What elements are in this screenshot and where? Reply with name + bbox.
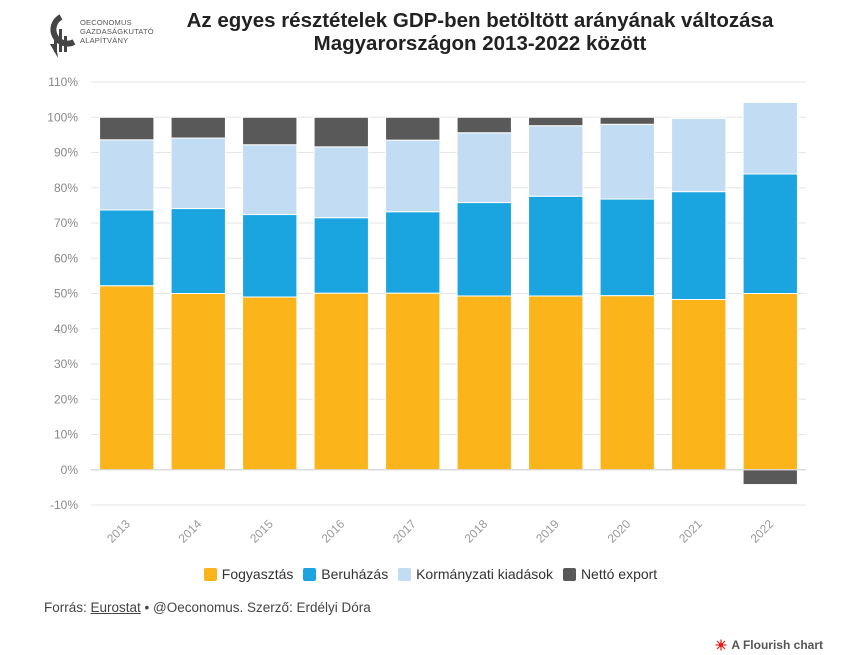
bar-segment xyxy=(671,298,727,471)
bar-segment xyxy=(313,116,369,148)
bar-segment xyxy=(170,293,226,471)
source-note: Forrás: Eurostat • @Oeconomus. Szerző: E… xyxy=(44,600,371,615)
bar-segment xyxy=(99,139,155,211)
bar-segment xyxy=(599,123,655,200)
y-tick-label: 80% xyxy=(54,181,78,195)
x-tick-label: 2020 xyxy=(605,517,634,546)
bar-segment xyxy=(313,292,369,471)
bar-segment xyxy=(671,117,727,193)
bar-segment xyxy=(456,116,512,134)
logo-line-2: GAZDASÁGKUTATÓ xyxy=(80,27,154,36)
chart-title: Az egyes résztételek GDP-ben betöltött a… xyxy=(130,9,830,55)
legend-label-fogyasztas: Fogyasztás xyxy=(221,566,294,582)
bar-segment xyxy=(170,116,226,139)
logo-line-1: OECONOMUS xyxy=(80,18,132,27)
source-prefix: Forrás: xyxy=(44,600,91,615)
x-tick-label: 2016 xyxy=(319,517,348,546)
y-tick-label: 100% xyxy=(47,110,78,124)
flourish-icon xyxy=(715,639,727,651)
source-suffix: • @Oeconomus. Szerző: Erdélyi Dóra xyxy=(140,600,371,615)
bar-segment xyxy=(385,116,441,141)
bar-segment xyxy=(742,469,798,486)
logo-line-3: ALAPÍTVÁNY xyxy=(80,36,129,45)
bar-segment xyxy=(242,296,298,471)
bar-segment xyxy=(99,285,155,471)
chart-title-line-1: Az egyes résztételek GDP-ben betöltött a… xyxy=(186,9,774,32)
legend-swatch-fogyasztas xyxy=(203,567,217,581)
source-link[interactable]: Eurostat xyxy=(90,600,141,615)
legend-label-kormanyzati: Kormányzati kiadások xyxy=(416,566,554,582)
bar-segment xyxy=(99,116,155,141)
flourish-credit-text: A Flourish chart xyxy=(731,638,823,652)
y-tick-label: 20% xyxy=(54,392,78,406)
bar-segment xyxy=(742,293,798,471)
bar-segment xyxy=(313,146,369,219)
bar-segment xyxy=(456,202,512,297)
logo-text: OECONOMUS GAZDASÁGKUTATÓ ALAPÍTVÁNY xyxy=(80,18,154,45)
legend-item-fogyasztas[interactable]: Fogyasztás xyxy=(203,566,294,582)
y-tick-label: 10% xyxy=(54,428,78,442)
legend-label-netto-export: Nettó export xyxy=(580,566,658,582)
bar-segment xyxy=(170,208,226,294)
y-tick-label: 0% xyxy=(61,463,79,477)
bar-segment xyxy=(313,217,369,294)
legend-swatch-netto-export xyxy=(562,567,576,581)
x-tick-label: 2022 xyxy=(748,517,777,546)
bar-segment xyxy=(456,132,512,204)
legend-swatch-kormanyzati xyxy=(398,567,412,581)
x-tick-label: 2014 xyxy=(176,517,205,546)
legend-swatch-beruhazas xyxy=(303,567,317,581)
legend-label-beruhazas: Beruházás xyxy=(321,566,389,582)
flourish-credit[interactable]: A Flourish chart xyxy=(715,638,823,652)
bar-segment xyxy=(528,116,584,127)
bar-segment xyxy=(385,139,441,213)
oeconomus-logo: OECONOMUS GAZDASÁGKUTATÓ ALAPÍTVÁNY xyxy=(44,14,164,60)
x-tick-label: 2013 xyxy=(104,517,133,546)
bar-segment xyxy=(242,116,298,146)
x-tick-label: 2015 xyxy=(247,517,276,546)
x-tick-label: 2021 xyxy=(676,517,705,546)
stacked-bar-chart: -10% 0% 10% 20% 30% 40% 50% 60% 70% 80% 90% 100% 110… xyxy=(47,75,806,546)
y-tick-label: 70% xyxy=(54,216,78,230)
legend-item-beruhazas[interactable]: Beruházás xyxy=(303,566,388,582)
legend-item-kormanyzati[interactable]: Kormányzati kiadások xyxy=(398,566,553,582)
bar-segment xyxy=(385,211,441,294)
legend-item-netto-export[interactable]: Nettó export xyxy=(562,566,658,582)
bar-segment xyxy=(599,295,655,471)
oeconomus-logo-icon xyxy=(50,14,76,58)
bar-segment xyxy=(528,195,584,297)
y-tick-label: 40% xyxy=(54,322,78,336)
bar-segment xyxy=(242,144,298,216)
y-tick-label: 90% xyxy=(54,146,78,160)
bar-segment xyxy=(599,198,655,297)
legend: Fogyasztás Beruházás Kormányzati kiadáso… xyxy=(0,566,861,584)
bar-segment xyxy=(242,214,298,298)
bar-segment xyxy=(385,292,441,471)
bar-segment xyxy=(599,116,655,125)
chart-title-line-2: Magyarországon 2013-2022 között xyxy=(313,32,647,55)
y-tick-label: 30% xyxy=(54,357,78,371)
bar-segment xyxy=(170,137,226,210)
y-tick-label: 60% xyxy=(54,251,78,265)
bar-segment xyxy=(671,191,727,300)
bar-segment xyxy=(456,295,512,471)
x-tick-label: 2019 xyxy=(533,517,562,546)
bar-segment xyxy=(528,125,584,197)
bar-segment xyxy=(99,209,155,287)
bar-segment xyxy=(671,116,727,119)
bar-segment xyxy=(528,295,584,471)
y-tick-label: 50% xyxy=(54,287,78,301)
y-tick-label: -10% xyxy=(50,498,78,512)
bar-segment xyxy=(742,173,798,294)
x-tick-label: 2017 xyxy=(390,517,419,546)
y-tick-label: 110% xyxy=(48,75,78,89)
bar-segment xyxy=(742,101,798,175)
x-tick-label: 2018 xyxy=(462,517,491,546)
